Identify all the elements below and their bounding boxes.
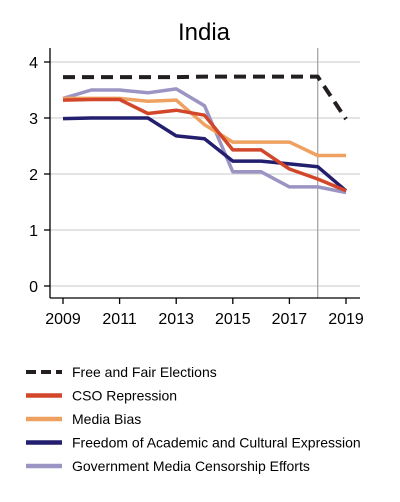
series-line-4 — [62, 87, 347, 195]
axes — [49, 48, 360, 299]
x-tick-label-5: 2019 — [328, 311, 364, 328]
y-tick-label-2: 2 — [29, 167, 38, 184]
legend-label-0: Free and Fair Elections — [72, 364, 217, 380]
legend-label-2: Media Bias — [72, 411, 141, 427]
x-tick-label-4: 2017 — [272, 311, 308, 328]
x-tick-label-1: 2011 — [102, 311, 137, 328]
series-lines — [62, 74, 348, 195]
legend: Free and Fair Elections CSO Repression Med… — [26, 364, 361, 474]
grid-lines — [50, 61, 360, 287]
y-tick-label-0: 0 — [29, 279, 38, 296]
series-line-1 — [62, 97, 347, 193]
x-tick-label-0: 2009 — [45, 311, 81, 328]
series-line-3 — [62, 116, 348, 193]
chart-title: India — [178, 19, 231, 46]
series-line-0 — [63, 74, 348, 121]
y-tick-label-1: 1 — [29, 223, 38, 240]
legend-label-4: Government Media Censorship Efforts — [72, 458, 310, 474]
legend-label-1: CSO Repression — [72, 388, 177, 404]
y-tick-label-4: 4 — [29, 55, 38, 72]
x-tick-label-2: 2013 — [158, 311, 194, 328]
y-axis-ticks: 0 1 2 3 4 — [29, 55, 50, 296]
y-tick-label-3: 3 — [29, 111, 38, 128]
legend-label-3: Freedom of Academic and Cultural Express… — [72, 435, 361, 451]
x-tick-label-3: 2015 — [215, 311, 251, 328]
x-axis-ticks: 2009 2011 2013 2015 2017 2019 — [45, 298, 364, 328]
